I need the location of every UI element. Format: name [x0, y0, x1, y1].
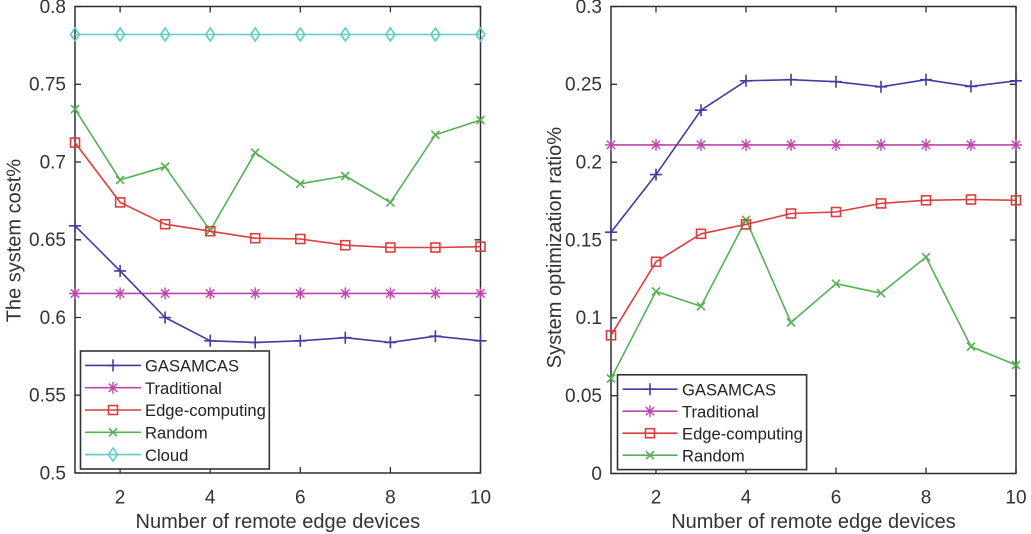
svg-text:Cloud: Cloud [145, 446, 188, 465]
svg-text:6: 6 [295, 488, 306, 509]
svg-text:0.75: 0.75 [29, 75, 66, 96]
svg-text:8: 8 [385, 488, 396, 509]
svg-text:0.55: 0.55 [29, 386, 66, 407]
svg-text:0.8: 0.8 [40, 0, 66, 18]
svg-text:8: 8 [921, 488, 932, 509]
svg-text:0.3: 0.3 [576, 0, 602, 18]
svg-text:GASAMCAS: GASAMCAS [145, 357, 239, 376]
svg-text:0.2: 0.2 [576, 153, 602, 174]
svg-text:0.7: 0.7 [40, 152, 66, 173]
svg-text:0.1: 0.1 [576, 308, 602, 329]
svg-text:6: 6 [831, 488, 842, 509]
svg-text:0.6: 0.6 [40, 308, 66, 329]
svg-text:System optimization ratio%: System optimization ratio% [544, 127, 566, 368]
svg-text:4: 4 [205, 488, 216, 509]
svg-text:0.65: 0.65 [29, 230, 66, 251]
svg-text:4: 4 [741, 488, 752, 509]
svg-text:2: 2 [115, 488, 126, 509]
svg-text:Random: Random [145, 424, 208, 443]
svg-text:0.25: 0.25 [565, 75, 602, 96]
svg-text:0.5: 0.5 [40, 463, 66, 484]
svg-text:GASAMCAS: GASAMCAS [682, 380, 776, 399]
svg-text:10: 10 [1005, 488, 1026, 509]
svg-text:Random: Random [682, 446, 745, 465]
svg-text:2: 2 [651, 488, 662, 509]
svg-text:Edge-computing: Edge-computing [145, 401, 266, 420]
svg-text:Number of remote edge devices: Number of remote edge devices [671, 511, 956, 533]
svg-text:Edge-computing: Edge-computing [682, 424, 803, 443]
svg-text:0.15: 0.15 [565, 230, 602, 251]
svg-text:Traditional: Traditional [145, 379, 222, 398]
svg-text:0.05: 0.05 [565, 386, 602, 407]
svg-text:0: 0 [591, 464, 602, 485]
svg-text:Traditional: Traditional [682, 402, 759, 421]
svg-text:10: 10 [470, 488, 491, 509]
svg-text:The system cost%: The system cost% [4, 159, 26, 323]
svg-text:Number of remote edge devices: Number of remote edge devices [136, 511, 421, 533]
